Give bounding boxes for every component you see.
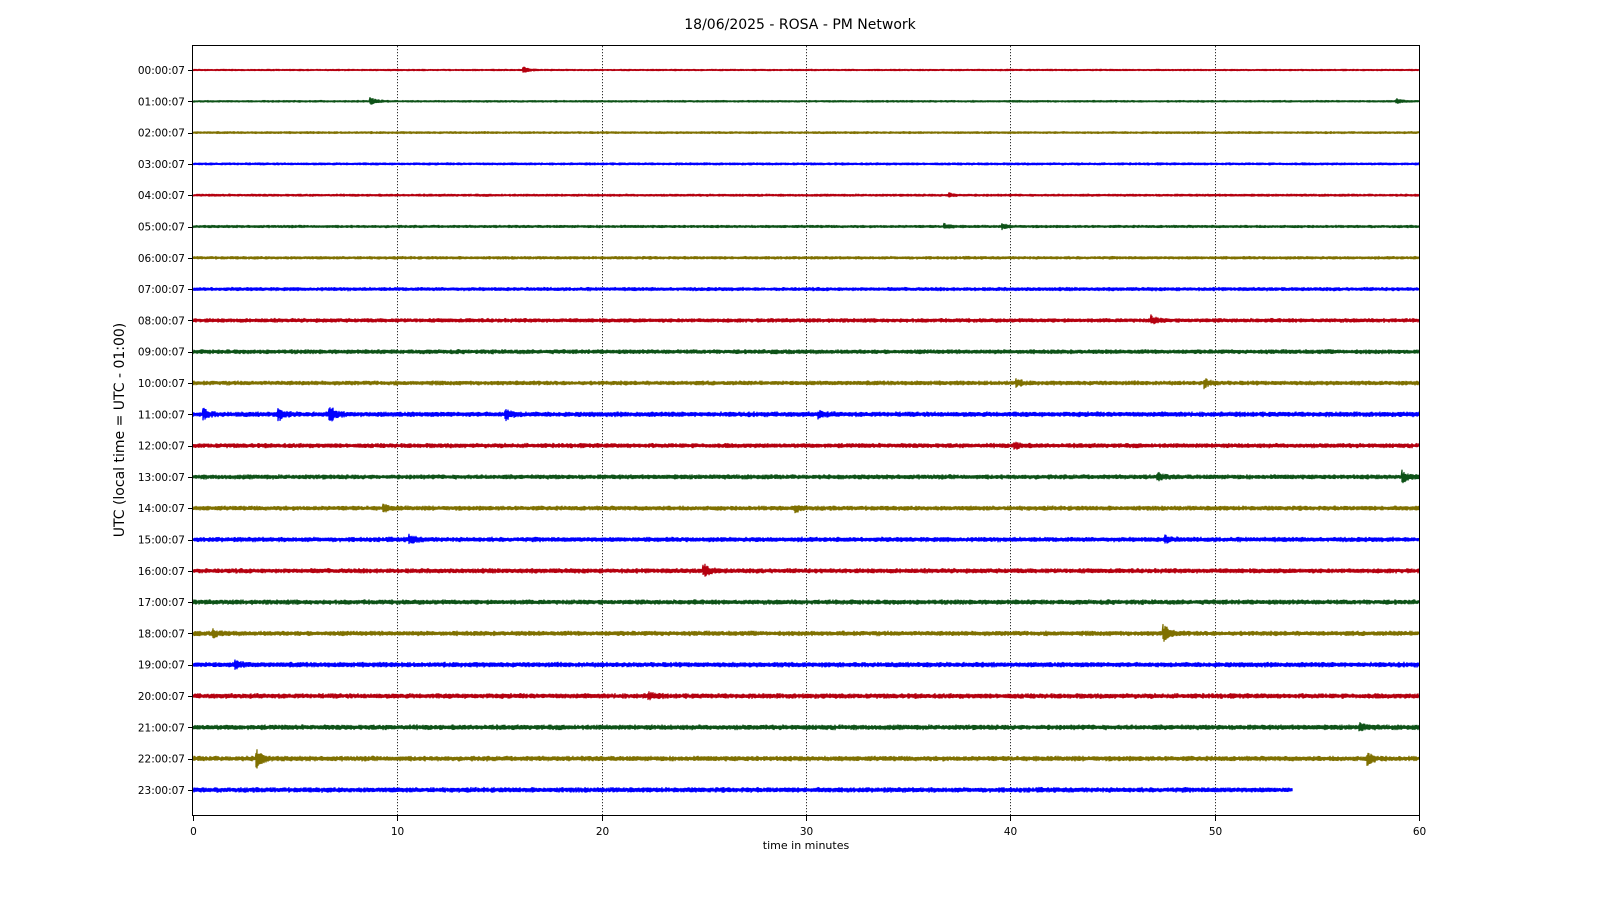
x-tick-label-2: 20 <box>596 826 609 838</box>
y-tick-label-2: 02:00:07 <box>138 128 185 140</box>
y-axis: 00:00:07 01:00:07 02:00:07 03:00:07 04:00:07… <box>138 65 193 797</box>
trace-15-00-07 <box>192 533 1420 545</box>
y-tick-label-8: 08:00:07 <box>138 315 185 327</box>
trace-11-00-07 <box>192 407 1420 422</box>
plot-frame <box>192 45 1420 816</box>
trace-00-00-07 <box>192 66 1420 73</box>
x-axis-label: time in minutes <box>763 839 850 852</box>
x-tick-label-5: 50 <box>1209 826 1222 838</box>
y-tick-label-13: 13:00:07 <box>138 472 185 484</box>
trace-09-00-07 <box>192 348 1420 355</box>
trace-14-00-07 <box>192 503 1420 514</box>
trace-16-00-07 <box>192 563 1420 577</box>
trace-02-00-07 <box>192 130 1420 135</box>
x-tick-label-3: 30 <box>800 826 813 838</box>
trace-23-00-07 <box>192 786 1293 793</box>
y-tick-label-19: 19:00:07 <box>138 660 185 672</box>
y-tick-label-11: 11:00:07 <box>138 409 185 421</box>
y-tick-label-22: 22:00:07 <box>138 754 185 766</box>
y-tick-label-6: 06:00:07 <box>138 253 185 265</box>
trace-06-00-07 <box>192 255 1420 260</box>
trace-21-00-07 <box>192 722 1420 732</box>
trace-13-00-07 <box>192 469 1420 484</box>
chart-title: 18/06/2025 - ROSA - PM Network <box>684 17 916 33</box>
trace-01-00-07 <box>192 97 1420 105</box>
y-tick-label-21: 21:00:07 <box>138 722 185 734</box>
trace-12-00-07 <box>192 441 1420 450</box>
y-tick-label-0: 00:00:07 <box>138 65 185 77</box>
trace-10-00-07 <box>192 378 1420 390</box>
y-tick-label-9: 09:00:07 <box>138 347 185 359</box>
y-axis-label: UTC (local time = UTC - 01:00) <box>112 323 128 538</box>
x-tick-label-1: 10 <box>391 826 404 838</box>
seismic-traces <box>192 66 1420 793</box>
trace-20-00-07 <box>192 691 1420 701</box>
trace-05-00-07 <box>192 222 1420 231</box>
y-tick-label-4: 04:00:07 <box>138 190 185 202</box>
y-tick-label-18: 18:00:07 <box>138 628 185 640</box>
y-tick-label-23: 23:00:07 <box>138 785 185 797</box>
y-tick-label-16: 16:00:07 <box>138 566 185 578</box>
x-tick-label-6: 60 <box>1413 826 1426 838</box>
x-axis: 0 10 20 30 40 50 60 <box>190 816 1426 838</box>
trace-08-00-07 <box>192 314 1420 325</box>
y-tick-label-10: 10:00:07 <box>138 378 185 390</box>
trace-22-00-07 <box>192 749 1420 769</box>
x-gridlines <box>397 46 1216 816</box>
y-tick-label-12: 12:00:07 <box>138 441 185 453</box>
x-tick-label-4: 40 <box>1004 826 1017 838</box>
y-tick-label-14: 14:00:07 <box>138 503 185 515</box>
trace-04-00-07 <box>192 192 1420 198</box>
y-tick-label-7: 07:00:07 <box>138 284 185 296</box>
x-tick-label-0: 0 <box>190 826 197 838</box>
trace-07-00-07 <box>192 286 1420 292</box>
y-tick-label-17: 17:00:07 <box>138 597 185 609</box>
y-tick-label-15: 15:00:07 <box>138 535 185 547</box>
y-tick-label-5: 05:00:07 <box>138 222 185 234</box>
trace-03-00-07 <box>192 162 1420 166</box>
y-tick-label-1: 01:00:07 <box>138 96 185 108</box>
y-tick-label-20: 20:00:07 <box>138 691 185 703</box>
y-tick-label-3: 03:00:07 <box>138 159 185 171</box>
trace-19-00-07 <box>192 659 1420 670</box>
trace-18-00-07 <box>192 623 1420 642</box>
trace-17-00-07 <box>192 599 1420 606</box>
